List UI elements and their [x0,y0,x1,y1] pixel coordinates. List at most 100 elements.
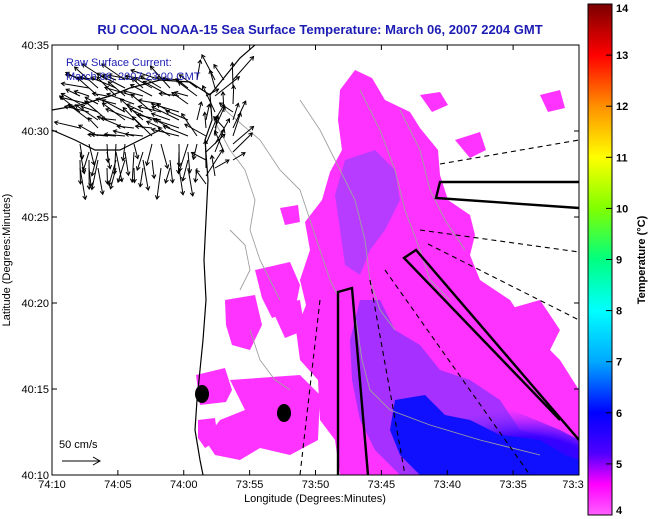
current-vector-head [125,171,131,177]
current-vector-head [130,93,136,99]
current-vector-head [242,100,247,106]
current-vector [214,159,230,169]
current-vector-head [81,166,87,172]
current-vector [96,76,117,97]
current-vector [122,143,126,161]
current-vector-head [175,78,180,83]
current-vector-head [165,109,170,115]
current-vector [87,117,99,129]
current-vector [150,65,171,89]
current-vector [80,105,99,113]
current-vector [88,143,95,165]
current-vector [139,167,144,187]
current-vector-head [155,75,161,81]
current-vector-head [124,131,130,137]
current-vector-head [191,155,197,161]
current-vector-head [89,76,95,81]
current-vector [131,151,135,183]
current-vector [219,102,234,113]
current-vector [129,108,153,121]
current-vector-head [101,63,106,68]
annotation-line-2: March 06, 2007 23:00 GMT [66,71,201,83]
current-vector [222,91,225,113]
current-vector [192,143,198,160]
y-axis-ticks: 40:35 40:30 40:25 40:20 40:15 40:10 [21,40,579,482]
y-tick-label: 40:35 [21,40,49,52]
current-vector-head [74,104,80,109]
current-vector-head [53,120,59,126]
current-vector-head [213,129,219,135]
current-vector-head [135,166,141,172]
colorbar-tick-label: 9 [616,255,622,267]
current-vector-head [101,99,107,104]
current-vector [143,81,171,97]
current-vector-head [201,84,207,90]
current-vector-head [78,75,84,81]
current-vector [232,126,254,145]
current-vector-head [161,76,167,82]
current-vector [232,132,253,153]
current-vector-head [178,74,184,79]
x-tick-label: 73:40 [433,479,461,491]
current-vector [201,54,216,81]
current-vector-head [104,180,110,185]
current-vector [138,106,162,113]
current-vector [213,116,225,129]
current-vector-head [158,91,164,97]
current-vector-head [150,112,156,117]
current-vector-head [76,77,82,82]
current-vector-head [81,169,87,175]
current-vector [177,81,198,97]
current-vector-head [122,106,128,112]
current-vector [196,101,202,121]
current-vector [209,70,216,89]
current-vector [115,151,123,182]
current-vector [106,151,111,169]
dashed-lanes [299,139,579,475]
current-vector [61,93,81,105]
x-tick-label: 73:55 [236,479,264,491]
colorbar-tick-label: 4 [616,505,623,517]
current-vector-head [169,178,175,184]
current-vector-head [193,178,199,183]
current-vector-head [118,177,124,183]
current-vector-head [108,184,114,190]
current-vector-head [145,120,151,125]
sst-field [196,70,579,475]
current-vector [102,99,126,113]
current-vector-head [144,161,150,167]
x-axis-label: Longitude (Degrees:Minutes) [244,493,386,505]
x-tick-label: 73:3 [562,479,583,491]
current-vector [178,167,184,195]
current-vector-head [60,81,66,87]
current-vector [174,91,189,97]
current-vector-head [137,98,143,104]
current-vector [88,167,92,187]
current-vector [140,75,162,89]
current-vector [132,116,153,137]
current-vector-head [176,162,182,168]
current-vector-head [119,98,125,103]
current-vector [232,112,242,137]
current-vector [90,76,117,89]
current-vector [108,159,117,186]
current-vector-head [157,127,163,132]
current-vector-head [220,90,226,96]
current-vector-head [171,91,176,97]
current-vector [214,128,225,153]
current-vector [131,78,144,89]
current-vector [59,96,90,105]
colorbar-label: Temperature (°C) [636,215,648,304]
current-vector-head [73,66,79,72]
current-vector-head [96,76,101,81]
current-vector [184,123,207,137]
current-vector-head [152,117,158,123]
current-vector-head [237,111,243,117]
current-vector-head [180,190,186,196]
current-vector [152,118,180,129]
current-vector-head [190,151,196,157]
current-vector-head [149,65,155,71]
current-vector [231,62,234,89]
current-vector-head [181,112,186,118]
colorbar-tick-label: 8 [616,306,622,318]
